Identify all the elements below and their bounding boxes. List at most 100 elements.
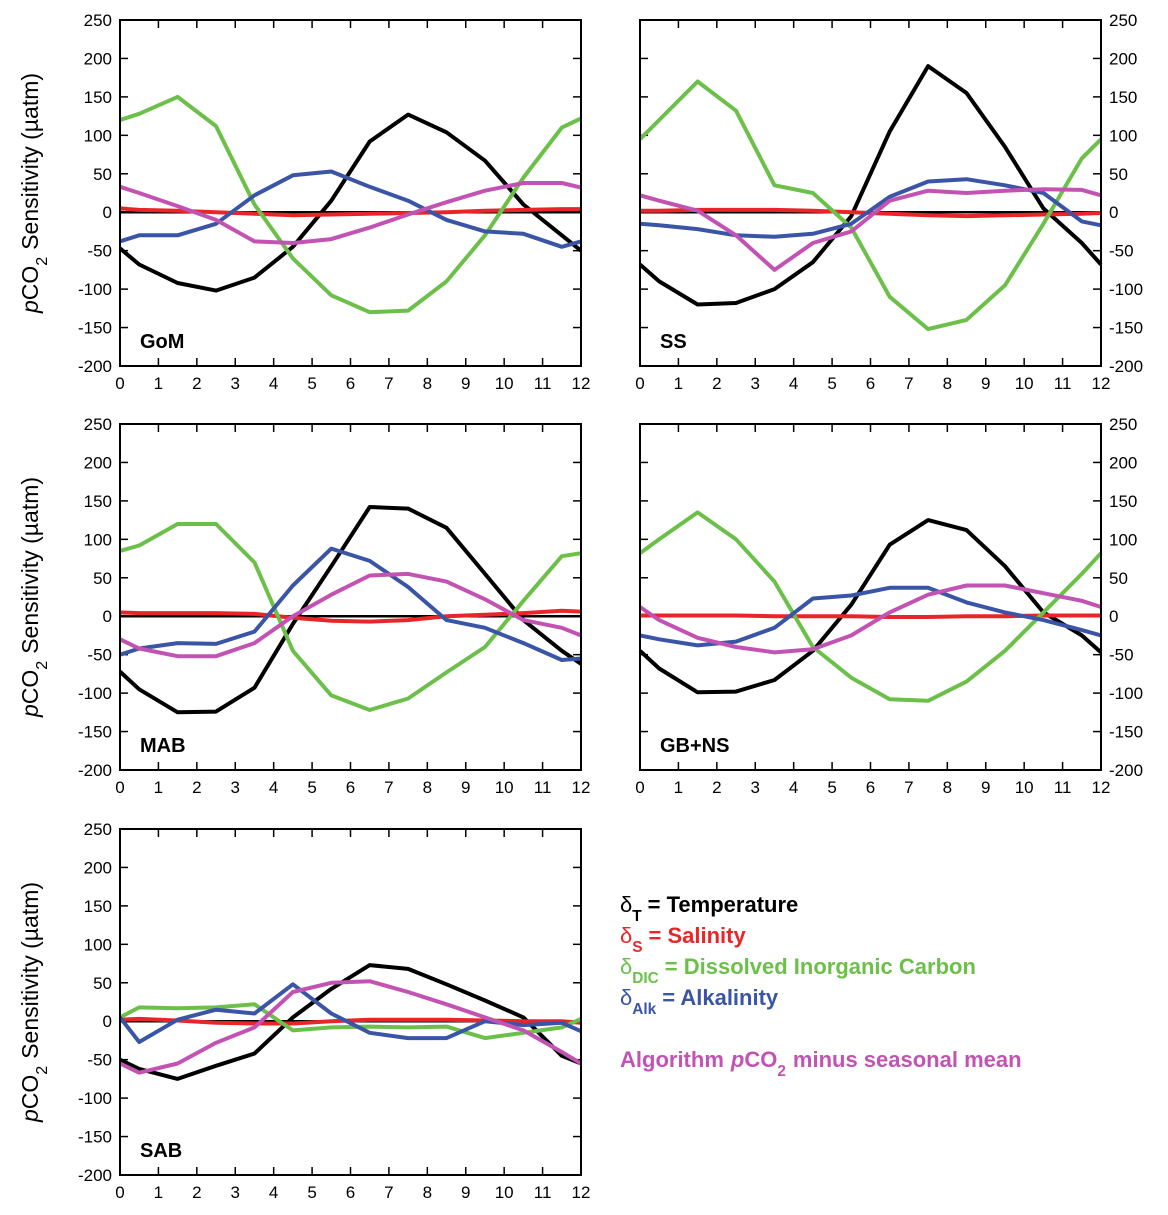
y-tick-label: -150 xyxy=(78,1128,112,1147)
y-tick-label: 200 xyxy=(1109,453,1137,472)
y-tick-label: 250 xyxy=(1109,11,1137,30)
x-tick-label: 0 xyxy=(115,1183,124,1202)
label-subscript: 2 xyxy=(33,661,51,670)
x-tick-label: 12 xyxy=(572,778,591,797)
x-tick-label: 10 xyxy=(495,778,514,797)
series-line xyxy=(640,613,1101,619)
y-tick-label: -100 xyxy=(78,684,112,703)
x-tick-label: 7 xyxy=(904,374,913,393)
y-tick-label: -150 xyxy=(1109,319,1143,338)
x-tick-label: 4 xyxy=(269,1183,278,1202)
x-tick-label: 11 xyxy=(534,374,552,393)
x-tick-label: 9 xyxy=(461,1183,470,1202)
legend-symbol: δ xyxy=(620,985,632,1010)
panel-label: SS xyxy=(660,331,687,353)
legend-subscript: S xyxy=(632,939,642,956)
x-tick-label: 11 xyxy=(1054,778,1072,797)
series-line xyxy=(119,522,582,712)
legend-text: = Alkalinity xyxy=(662,985,779,1010)
x-tick-label: 4 xyxy=(269,374,278,393)
x-tick-label: 11 xyxy=(534,778,552,797)
y-tick-label: 150 xyxy=(84,88,112,107)
label-subscript: 2 xyxy=(777,1063,786,1080)
y-tick-label: -100 xyxy=(78,280,112,299)
y-tick-label: 0 xyxy=(103,607,112,626)
legend-entry: δS = Salinity xyxy=(620,923,746,956)
y-axis-label: pCO2 Sensitivity (µatm) xyxy=(17,477,51,718)
x-tick-label: 5 xyxy=(827,778,836,797)
y-tick-label: -100 xyxy=(1109,280,1143,299)
y-tick-label: 50 xyxy=(1109,569,1128,588)
y-tick-label: -50 xyxy=(87,1051,112,1070)
y-axis-label: pCO2 Sensitivity (µatm) xyxy=(17,73,51,314)
legend-entry: δT = Temperature xyxy=(620,892,798,925)
x-tick-label: 5 xyxy=(307,374,316,393)
x-tick-label: 6 xyxy=(346,1183,355,1202)
x-tick-label: 2 xyxy=(192,374,201,393)
y-tick-label: -150 xyxy=(78,723,112,742)
x-tick-label: 1 xyxy=(154,1183,163,1202)
label-part: minus seasonal mean xyxy=(793,1047,1022,1072)
x-tick-label: 5 xyxy=(307,1183,316,1202)
label-italic: p xyxy=(17,300,43,314)
x-tick-label: 2 xyxy=(712,778,721,797)
y-tick-label: 200 xyxy=(84,49,112,68)
x-tick-label: 1 xyxy=(154,778,163,797)
series-line xyxy=(638,510,1103,703)
series-line xyxy=(639,187,1102,272)
x-tick-label: 1 xyxy=(674,374,683,393)
y-tick-label: 150 xyxy=(1109,88,1137,107)
y-tick-label: 150 xyxy=(84,897,112,916)
x-tick-label: 3 xyxy=(231,374,240,393)
legend-symbol: δ xyxy=(620,923,632,948)
series-line xyxy=(640,207,1102,219)
label-part: CO xyxy=(17,1075,43,1110)
x-tick-label: 2 xyxy=(192,778,201,797)
series-line xyxy=(118,112,583,293)
y-tick-label: 100 xyxy=(1109,530,1137,549)
x-tick-label: 6 xyxy=(866,778,875,797)
y-tick-label: 50 xyxy=(93,974,112,993)
y-tick-label: 100 xyxy=(1109,126,1137,145)
y-tick-label: -200 xyxy=(1109,357,1143,376)
x-tick-label: 9 xyxy=(461,778,470,797)
y-tick-label: 150 xyxy=(1109,492,1137,511)
x-tick-label: 1 xyxy=(674,778,683,797)
x-tick-label: 8 xyxy=(423,1183,432,1202)
y-tick-label: 50 xyxy=(1109,165,1128,184)
x-tick-label: 8 xyxy=(943,374,952,393)
series-line xyxy=(638,583,1102,655)
y-tick-label: -200 xyxy=(78,357,112,376)
y-tick-label: 100 xyxy=(84,530,112,549)
series-line xyxy=(119,608,582,624)
panel-label: GoM xyxy=(140,331,184,353)
y-tick-label: 100 xyxy=(84,126,112,145)
x-tick-label: 4 xyxy=(269,778,278,797)
label-italic: p xyxy=(17,1109,43,1123)
y-tick-label: -100 xyxy=(78,1089,112,1108)
x-tick-label: 12 xyxy=(572,374,591,393)
label-part: Algorithm xyxy=(620,1047,724,1072)
series-line xyxy=(119,94,582,315)
label-part: Sensitivity (µatm) xyxy=(17,882,43,1059)
x-tick-label: 7 xyxy=(384,1183,393,1202)
series-line xyxy=(639,585,1102,648)
panel-label: MAB xyxy=(140,735,186,757)
x-tick-label: 3 xyxy=(231,778,240,797)
y-tick-label: -150 xyxy=(78,319,112,338)
x-tick-label: 7 xyxy=(384,374,393,393)
plot-frame xyxy=(119,423,582,771)
series-line xyxy=(119,963,582,1081)
y-tick-label: -200 xyxy=(78,761,112,780)
legend-subscript: Alk xyxy=(632,1001,656,1018)
y-tick-label: 250 xyxy=(84,820,112,839)
y-tick-label: -50 xyxy=(1109,242,1134,261)
legend-symbol: δ xyxy=(620,954,632,979)
legend-entry: δAlk = Alkalinity xyxy=(620,985,779,1018)
legend-text: = Dissolved Inorganic Carbon xyxy=(665,954,976,979)
label-part: Sensitivity (µatm) xyxy=(17,73,43,250)
series-line xyxy=(638,79,1103,332)
x-tick-label: 6 xyxy=(346,374,355,393)
